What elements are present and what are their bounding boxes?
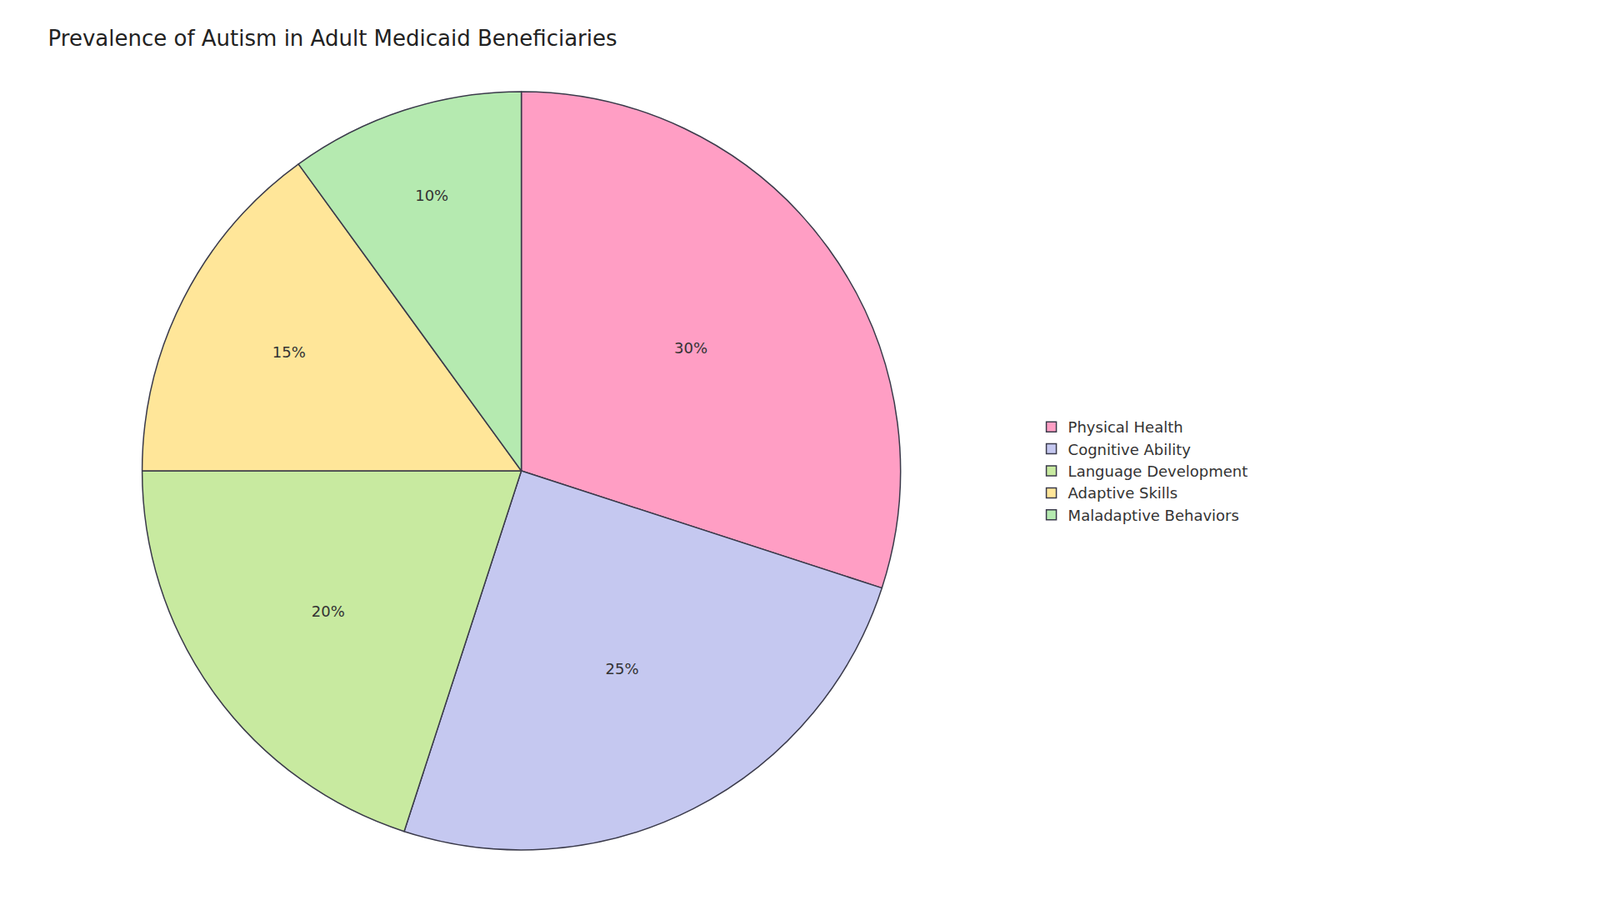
svg-text:Maladaptive Behaviors: Maladaptive Behaviors [1068,506,1240,525]
svg-text:30%: 30% [674,339,708,357]
svg-text:Physical Health: Physical Health [1068,418,1184,436]
svg-text:Cognitive Ability: Cognitive Ability [1068,440,1192,459]
svg-text:Adaptive Skills: Adaptive Skills [1068,484,1179,502]
svg-text:Prevalence of Autism in Adult: Prevalence of Autism in Adult Medicaid B… [48,25,618,51]
svg-text:20%: 20% [311,602,345,620]
svg-text:Language Development: Language Development [1068,462,1249,480]
svg-text:25%: 25% [605,660,640,678]
svg-text:10%: 10% [415,186,449,205]
svg-text:15%: 15% [272,343,306,361]
